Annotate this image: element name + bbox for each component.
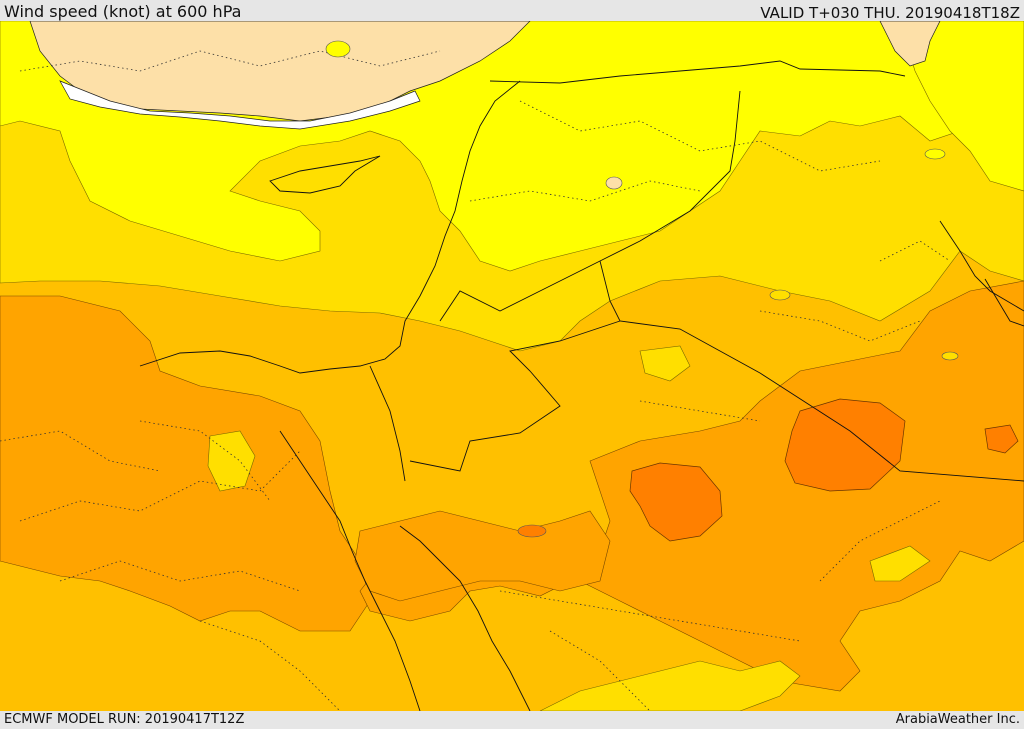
valid-time: VALID T+030 THU. 20190418T18Z xyxy=(760,4,1020,22)
no-data-patch xyxy=(59,80,421,130)
map-title: Wind speed (knot) at 600 hPa xyxy=(4,2,242,21)
border-line-1 xyxy=(489,60,906,84)
coastline-gulf xyxy=(939,220,1024,312)
border-line-2 xyxy=(439,90,741,322)
small-blob-4 xyxy=(325,40,351,58)
border-line-5 xyxy=(369,365,406,482)
wind-speed-map-svg xyxy=(0,21,1024,711)
band-2-blob-3 xyxy=(869,545,931,582)
footer-bar: ECMWF MODEL RUN: 20190417T12Z ArabiaWeat… xyxy=(0,711,1024,729)
band-2-blob-1 xyxy=(639,345,691,382)
band-4-area-mid xyxy=(354,510,611,602)
coastline-redsea-east xyxy=(399,525,531,711)
band-5-patch-2 xyxy=(784,398,906,492)
coastline-levant xyxy=(139,80,521,374)
border-line-4 xyxy=(409,320,621,472)
coastline-redsea-west xyxy=(279,430,421,711)
land-north-east xyxy=(879,21,941,67)
small-blob-2 xyxy=(769,289,791,301)
small-blob-1 xyxy=(605,176,623,190)
border-line-6 xyxy=(984,278,1024,327)
small-blob-6 xyxy=(941,351,959,361)
band-2-tongue-south xyxy=(539,660,801,711)
internal-boundaries xyxy=(0,50,951,711)
band-1-patch-ne xyxy=(899,21,1024,192)
weather-map[interactable] xyxy=(0,21,1024,711)
coastline-cyprus xyxy=(269,155,381,194)
model-run: ECMWF MODEL RUN: 20190417T12Z xyxy=(4,712,245,727)
small-blob-3 xyxy=(517,524,547,538)
border-line-3 xyxy=(599,260,1024,482)
credit: ArabiaWeather Inc. xyxy=(895,712,1020,727)
band-5-patch-3 xyxy=(984,424,1019,454)
title-bar: Wind speed (knot) at 600 hPa VALID T+030… xyxy=(0,0,1024,22)
band-5-patch-1 xyxy=(629,462,723,542)
small-blob-5 xyxy=(924,148,946,160)
